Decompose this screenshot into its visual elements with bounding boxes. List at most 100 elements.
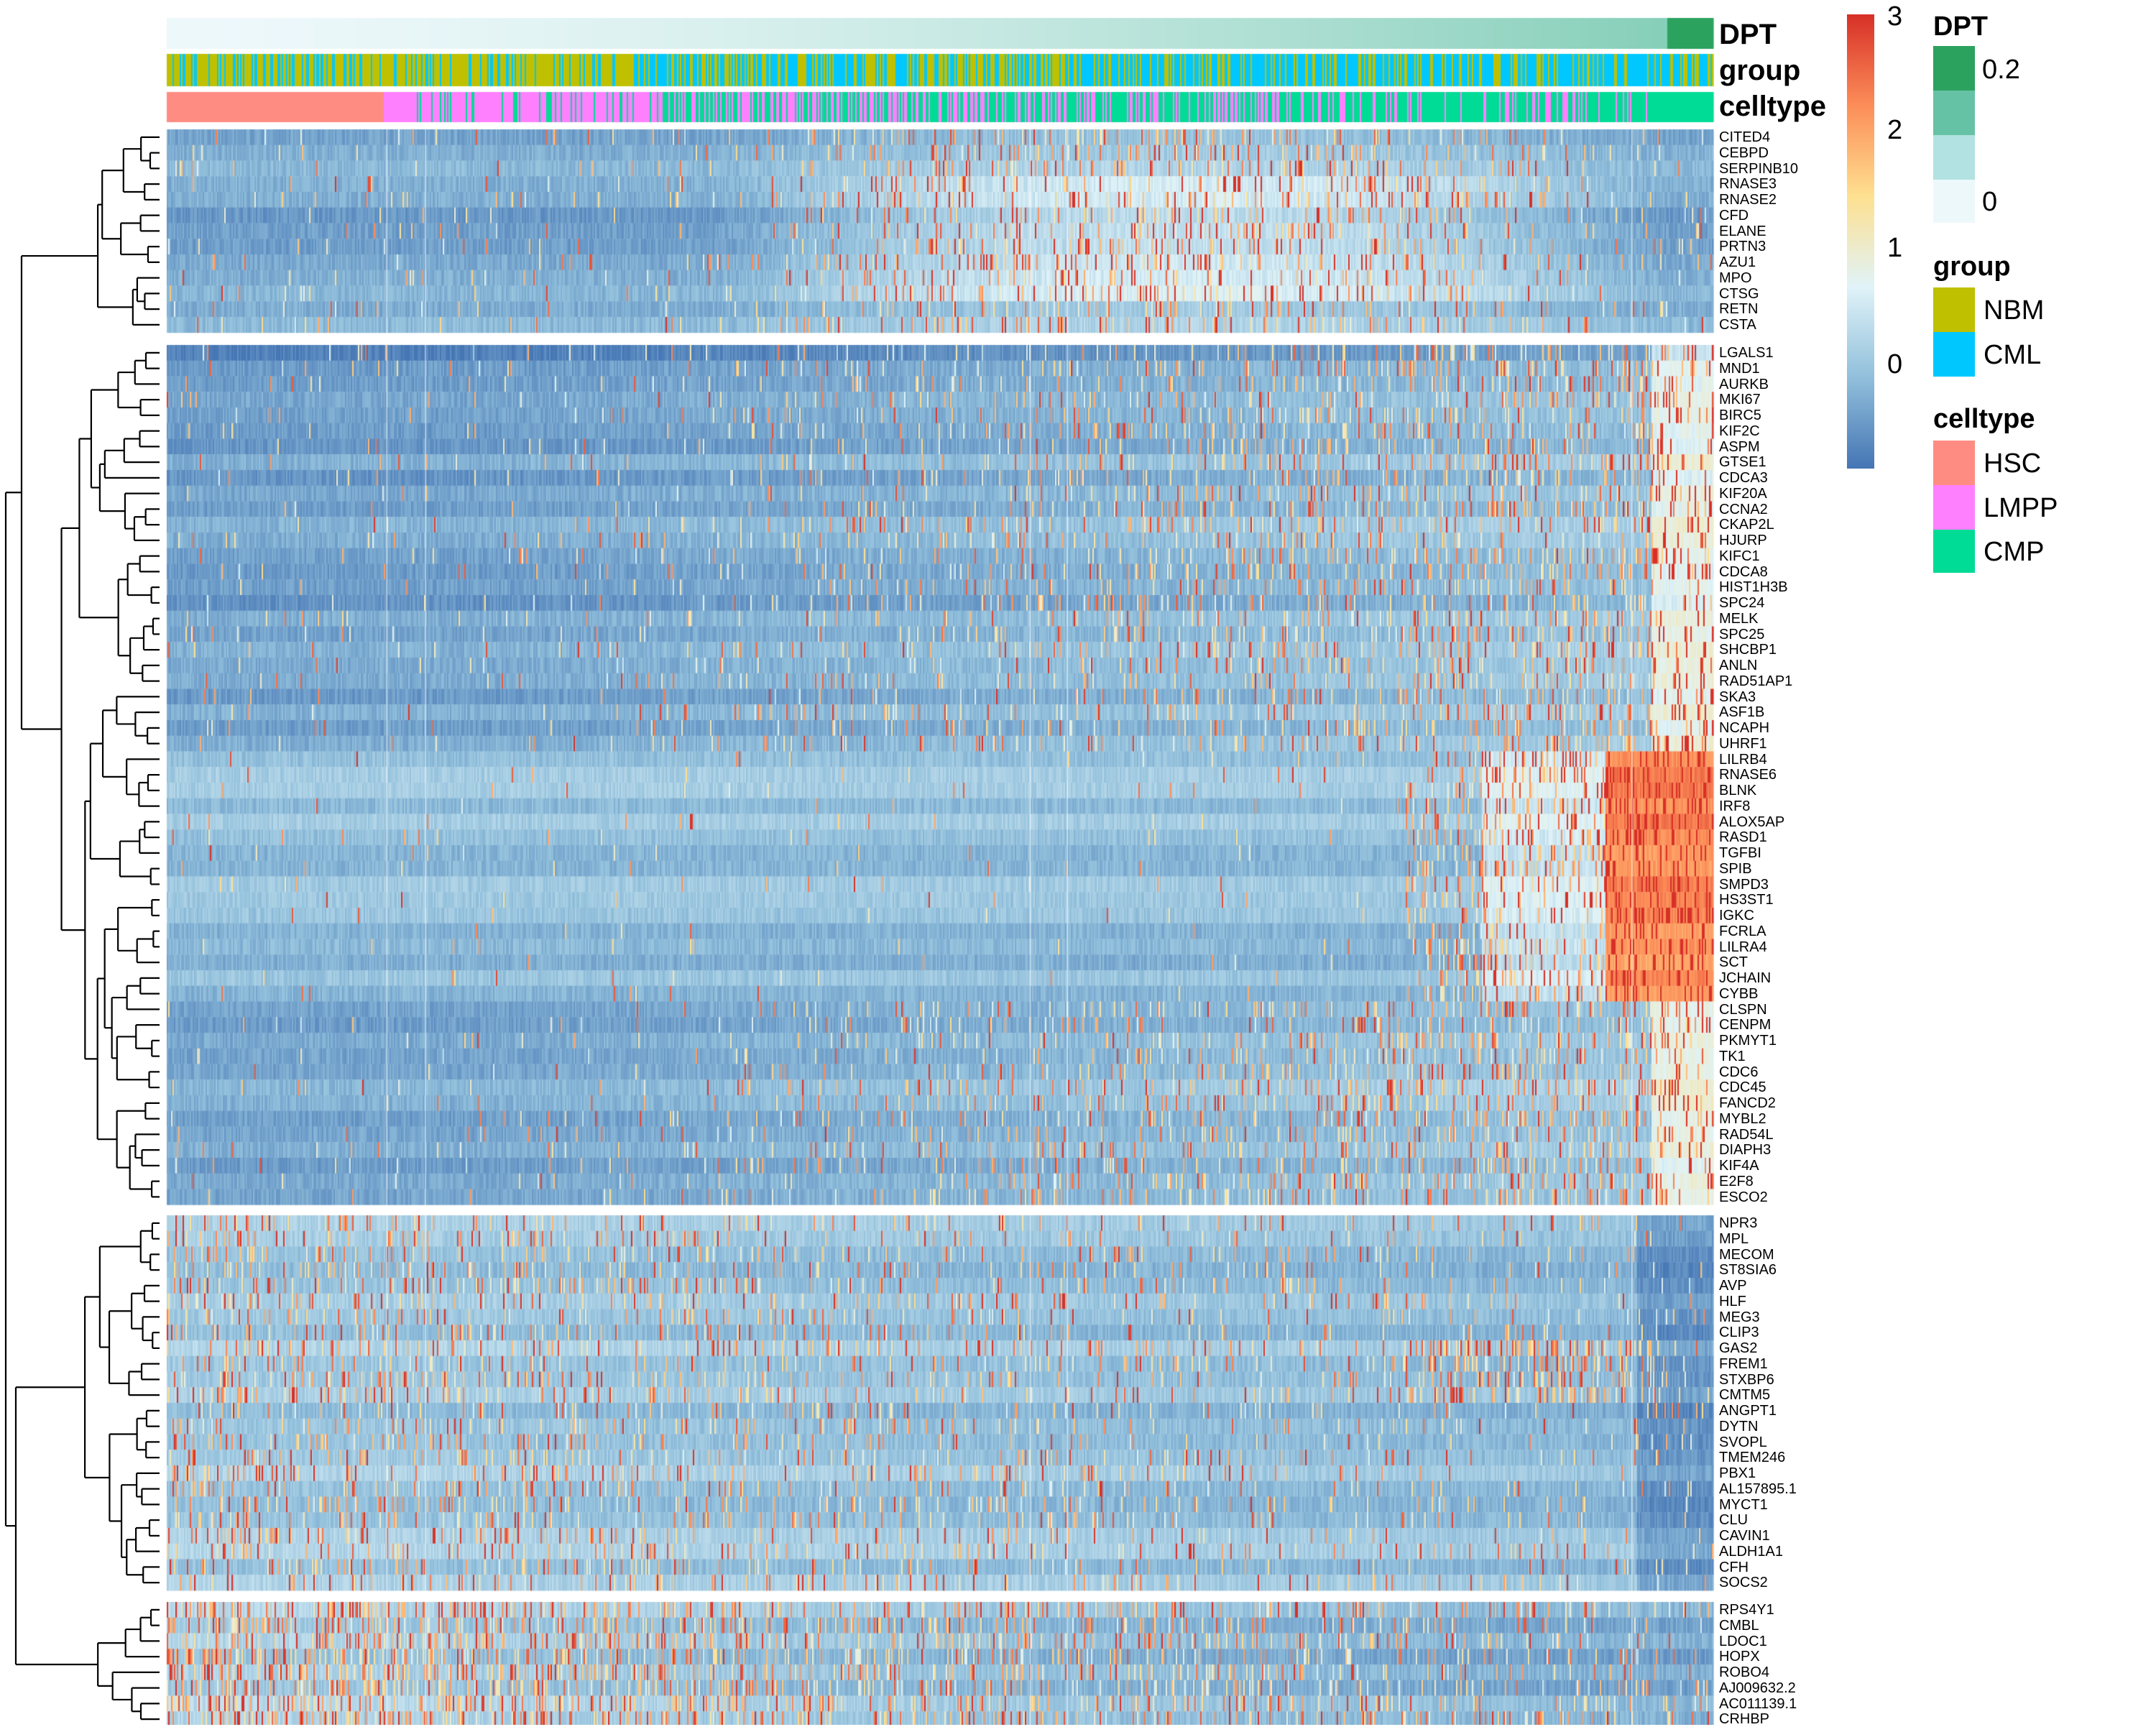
gene-label: RAD54L <box>1719 1126 1774 1143</box>
gene-label: LILRB4 <box>1719 751 1767 768</box>
gene-label: CFH <box>1719 1559 1749 1575</box>
gene-label: MECOM <box>1719 1246 1774 1263</box>
gene-label: HLF <box>1719 1293 1746 1309</box>
gene-label: JCHAIN <box>1719 970 1772 986</box>
gene-label: E2F8 <box>1719 1173 1754 1189</box>
gene-label: CLSPN <box>1719 1001 1767 1018</box>
gene-label: TGFBI <box>1719 845 1761 861</box>
gene-label: CAVIN1 <box>1719 1528 1770 1544</box>
legend-swatch <box>1933 135 1975 180</box>
gene-label: AZU1 <box>1719 254 1756 270</box>
gene-label: RETN <box>1719 301 1759 318</box>
gene-label: CDC45 <box>1719 1079 1766 1096</box>
gene-label: PBX1 <box>1719 1465 1756 1481</box>
gene-label: CLU <box>1719 1512 1749 1529</box>
gene-label: ALDH1A1 <box>1719 1543 1783 1560</box>
legend-swatch-nbm <box>1933 287 1975 332</box>
colorbar-tick: 3 <box>1887 1 1903 32</box>
gene-label: ELANE <box>1719 223 1766 239</box>
gene-label: BLNK <box>1719 783 1757 798</box>
annotation-label-celltype: celltype <box>1719 91 1826 122</box>
gene-label: AC011139.1 <box>1719 1695 1797 1712</box>
legend-label-nbm: NBM <box>1984 295 2045 326</box>
gene-label: KIF2C <box>1719 423 1760 439</box>
gene-label: SKA3 <box>1719 689 1756 705</box>
legend-label-hsc: HSC <box>1984 448 2042 479</box>
legend-swatch-cml <box>1933 332 1975 377</box>
gene-label: CFD <box>1719 207 1749 224</box>
gene-label: CLIP3 <box>1719 1325 1759 1341</box>
gene-label: AL157895.1 <box>1719 1480 1797 1497</box>
gene-label: ESCO2 <box>1719 1189 1768 1205</box>
gene-label: RASD1 <box>1719 829 1767 846</box>
gene-label: HS3ST1 <box>1719 892 1774 908</box>
gene-label: PRTN3 <box>1719 239 1766 255</box>
gene-label: KIFC1 <box>1719 548 1760 564</box>
gene-label: MPO <box>1719 270 1752 286</box>
gene-label: RNASE6 <box>1719 767 1777 783</box>
gene-label: SPC24 <box>1719 595 1765 611</box>
gene-label: CDC6 <box>1719 1064 1759 1080</box>
colorbar-gradient <box>1847 14 1874 469</box>
legend-swatch <box>1933 180 1975 223</box>
gene-label: ANLN <box>1719 658 1758 673</box>
gene-label: ANGPT1 <box>1719 1403 1777 1419</box>
gene-label: CKAP2L <box>1719 517 1774 533</box>
gene-label: FANCD2 <box>1719 1095 1776 1111</box>
gene-label: CMTM5 <box>1719 1387 1771 1404</box>
colorbar-tick: 2 <box>1887 115 1903 145</box>
legend-title-dpt: DPT <box>1933 11 1988 42</box>
gene-label: CMBL <box>1719 1617 1759 1634</box>
legend-label: 0 <box>1982 187 1998 217</box>
gene-label: SPC25 <box>1719 626 1765 643</box>
gene-label: SOCS2 <box>1719 1575 1768 1591</box>
gene-label: HJURP <box>1719 533 1767 548</box>
gene-label: SPIB <box>1719 860 1752 877</box>
gene-label: ASPM <box>1719 438 1760 455</box>
legend-label-cml: CML <box>1984 340 2042 370</box>
legend-title-celltype: celltype <box>1933 404 2035 434</box>
gene-label: CDCA8 <box>1719 563 1768 580</box>
gene-label: SHCBP1 <box>1719 642 1777 658</box>
annotation-label-group: group <box>1719 55 1801 86</box>
legend-swatch-cmp <box>1933 530 1975 573</box>
gene-label: TMEM246 <box>1719 1450 1786 1466</box>
gene-label: TK1 <box>1719 1048 1746 1064</box>
gene-label: ROBO4 <box>1719 1664 1770 1680</box>
colorbar-tick: 1 <box>1887 233 1903 263</box>
gene-label: GAS2 <box>1719 1340 1758 1356</box>
row-dendrogram <box>4 136 160 1721</box>
legend-label: 0.2 <box>1982 55 2020 85</box>
gene-label: CTSG <box>1719 285 1759 302</box>
gene-label: UHRF1 <box>1719 735 1767 752</box>
gene-label: CEBPD <box>1719 144 1769 161</box>
gene-label: AURKB <box>1719 376 1769 392</box>
annotation-label-dpt: DPT <box>1719 19 1777 50</box>
gene-label: PKMYT1 <box>1719 1033 1777 1049</box>
legend-swatch-hsc <box>1933 441 1975 485</box>
gene-label: CITED4 <box>1719 129 1771 145</box>
gene-label: ASF1B <box>1719 704 1765 721</box>
gene-label: FCRLA <box>1719 923 1766 939</box>
gene-label: STXBP6 <box>1719 1371 1774 1388</box>
legend-title-group: group <box>1933 252 2011 282</box>
legend-swatch <box>1933 91 1975 135</box>
gene-label: CENPM <box>1719 1017 1772 1033</box>
gene-label: SVOPL <box>1719 1434 1767 1450</box>
gene-label: AJ009632.2 <box>1719 1680 1796 1696</box>
gene-label: LGALS1 <box>1719 345 1774 361</box>
legend-label-cmp: CMP <box>1984 537 2045 567</box>
gene-label: SMPD3 <box>1719 876 1769 893</box>
colorbar-tick: 0 <box>1887 349 1903 379</box>
gene-label: RAD51AP1 <box>1719 673 1793 689</box>
gene-label: SCT <box>1719 954 1748 971</box>
gene-label: MYCT1 <box>1719 1496 1768 1513</box>
gene-label: MND1 <box>1719 360 1760 377</box>
gene-label: CDCA3 <box>1719 470 1768 486</box>
gene-label: MEG3 <box>1719 1309 1760 1325</box>
gene-label: SERPINB10 <box>1719 160 1799 177</box>
gene-label: HIST1H3B <box>1719 579 1788 596</box>
gene-label: MKI67 <box>1719 392 1761 408</box>
gene-label: RNASE2 <box>1719 192 1777 208</box>
